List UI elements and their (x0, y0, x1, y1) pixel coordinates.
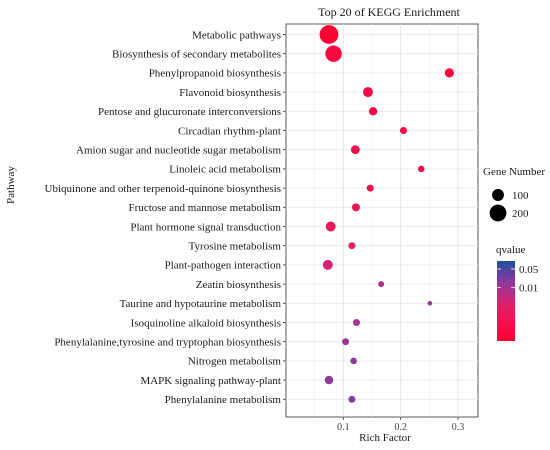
qvalue-colorbar (497, 261, 515, 341)
size-legend-label: 100 (512, 190, 529, 202)
data-point (348, 395, 356, 403)
y-tick-label: Fructose and mannose metabolism (129, 202, 282, 214)
data-point (378, 281, 385, 288)
color-legend: qvalue 0.01 0.05 (496, 244, 539, 341)
y-tick-label: Biosynthesis of secondary metabolites (112, 49, 281, 61)
data-point (427, 301, 433, 306)
y-tick-label: Phenylalanine metabolism (165, 394, 282, 406)
y-tick-label: Isoquinoline alkaloid biosynthesis (131, 317, 281, 329)
colorbar-tick-label: 0.05 (519, 264, 539, 276)
data-points (319, 25, 454, 403)
color-legend-title: qvalue (496, 244, 525, 256)
x-tick-label: 0.2 (394, 422, 407, 433)
size-legend: Gene Number 100 200 (483, 166, 545, 222)
y-tick-label: Ubiquinone and other terpenoid-quinone b… (45, 183, 281, 195)
y-tick-label: Pentose and glucuronate interconversions (98, 106, 281, 118)
data-point (322, 259, 333, 270)
plot-panel (285, 23, 479, 418)
y-tick-label: Zeatin biosynthesis (196, 279, 281, 291)
size-legend-label: 200 (512, 208, 529, 220)
data-point (399, 126, 408, 135)
y-tick-label: Flavonoid biosynthesis (179, 87, 281, 99)
y-tick-label: Phenylalanine,tyrosine and tryptophan bi… (54, 337, 281, 349)
data-point (350, 145, 360, 155)
y-tick-labels: Metabolic pathways Biosynthesis of second… (45, 29, 286, 406)
y-tick-label: Metabolic pathways (192, 29, 281, 41)
data-point (368, 107, 378, 116)
data-point (351, 203, 360, 212)
x-axis-label: Rich Factor (359, 432, 411, 444)
data-point (319, 25, 339, 44)
y-axis-label: Pathway (5, 166, 17, 204)
size-legend-dot (489, 204, 507, 222)
data-point (348, 242, 356, 250)
data-point (418, 165, 425, 173)
data-point (324, 375, 334, 385)
data-point (350, 357, 357, 365)
data-point (342, 338, 350, 346)
y-tick-label: Phenylpropanoid biosynthesis (149, 68, 281, 80)
colorbar-tick-label: 0.01 (519, 283, 538, 295)
y-tick-label: Plant-pathogen interaction (165, 260, 282, 272)
y-tick-label: Nitrogen metabolism (188, 356, 282, 368)
y-tick-label: Tyrosine metabolism (189, 241, 282, 253)
x-tick-label: 0.1 (337, 422, 350, 433)
y-tick-label: Amion sugar and nucleotide sugar metabol… (76, 145, 281, 157)
y-tick-label: Circadian rhythm-plant (178, 125, 281, 137)
x-tick-labels: 0.1 0.2 0.3 (337, 417, 464, 433)
chart-title: Top 20 of KEGG Enrichment (318, 5, 460, 19)
y-tick-label: Taurine and hypotaurine metabolism (120, 298, 282, 310)
x-tick-label: 0.3 (452, 422, 465, 433)
y-tick-label: MAPK signaling pathway-plant (140, 375, 281, 387)
y-tick-label: Plant hormone signal transduction (130, 221, 281, 233)
grid-lines (286, 24, 478, 417)
data-point (325, 45, 342, 62)
data-point (352, 318, 361, 327)
data-point (366, 184, 374, 192)
data-point (362, 87, 373, 98)
size-legend-title: Gene Number (483, 166, 545, 178)
size-legend-dot (492, 189, 504, 201)
y-tick-label: Linoleic acid metabolism (169, 164, 281, 176)
data-point (325, 221, 336, 232)
data-point (444, 68, 454, 78)
